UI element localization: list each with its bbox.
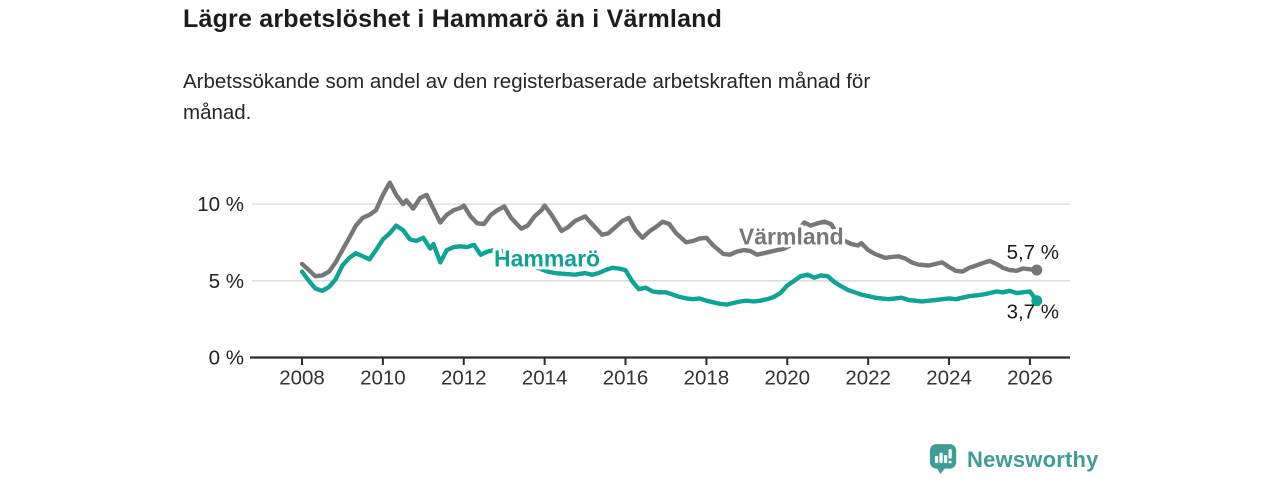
vrmland-end-value-label: 5,7 % [1007, 241, 1059, 264]
newsworthy-wordmark: Newsworthy [967, 446, 1099, 472]
hammar-line [299, 223, 1040, 307]
chart-subtitle-line-1: Arbetssökande som andel av den registerb… [183, 70, 871, 93]
hammar-end-value-label: 3,7 % [1007, 301, 1059, 324]
chart-subtitle: Arbetssökande som andel av den registerb… [183, 66, 1043, 128]
x-axis-tick-label: 2012 [441, 367, 487, 390]
x-axis-tick-label: 2018 [684, 367, 730, 390]
vrmland-series-label: Värmland [739, 223, 844, 249]
y-axis-tick-label: 10 % [197, 193, 244, 216]
y-axis-tick-label: 5 % [209, 270, 244, 293]
x-axis-tick-label: 2024 [926, 367, 972, 390]
newsworthy-logo-icon [929, 444, 957, 474]
y-axis-tick-label: 0 % [209, 347, 244, 370]
x-axis-tick-label: 2014 [522, 367, 568, 390]
x-axis-tick-label: 2020 [764, 367, 810, 390]
x-axis-tick-label: 2022 [845, 367, 891, 390]
x-axis-tick-label: 2026 [1007, 367, 1053, 390]
newsworthy-logo[interactable]: Newsworthy [929, 443, 1099, 476]
page-title: Lägre arbetslöshet i Hammarö än i Värmla… [183, 5, 723, 33]
hammar-end-dot [1031, 295, 1043, 307]
x-axis-tick-label: 2010 [360, 367, 406, 390]
x-axis-tick-label: 2016 [603, 367, 649, 390]
hammar-series-label: Hammarö [494, 246, 600, 272]
vrmland-line [299, 180, 1040, 279]
vrmland-end-dot [1031, 264, 1043, 276]
x-axis-tick-label: 2008 [279, 367, 325, 390]
chart-subtitle-line-2: månad. [183, 101, 252, 124]
